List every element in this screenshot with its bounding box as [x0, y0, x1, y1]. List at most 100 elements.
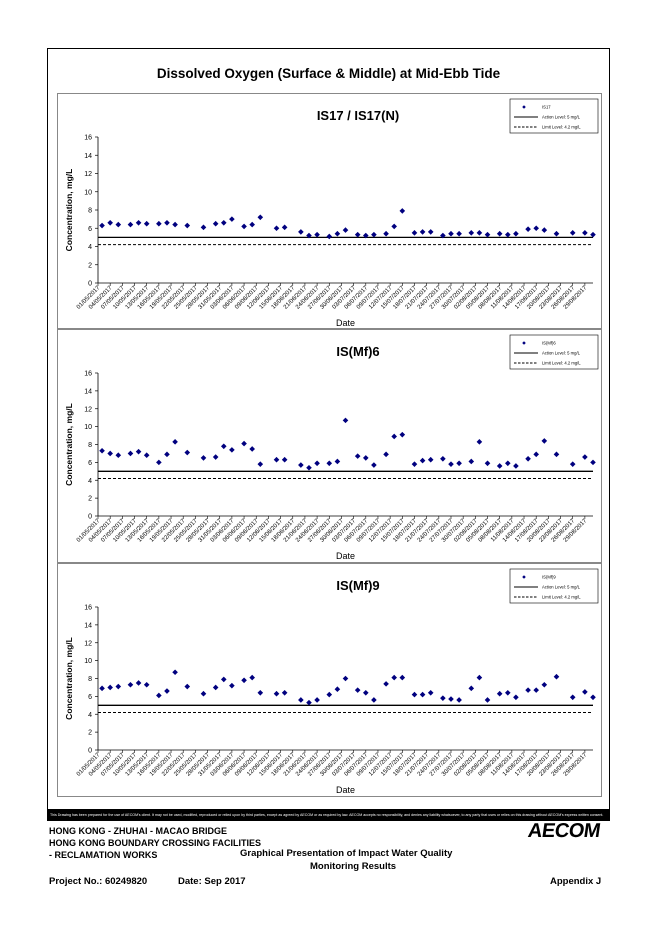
- data-point: [342, 227, 349, 233]
- data-point: [533, 451, 539, 458]
- data-point: [143, 681, 150, 688]
- data-point: [411, 461, 418, 467]
- y-tick-label: 10: [84, 424, 92, 431]
- data-point: [273, 456, 280, 463]
- footer-project-line2: HONG KONG BOUNDARY CROSSING FACILITIES: [49, 838, 262, 848]
- data-point: [273, 690, 280, 697]
- data-point: [569, 694, 576, 701]
- data-point: [484, 231, 491, 238]
- data-point: [241, 440, 247, 447]
- data-point: [383, 451, 389, 458]
- chart-title: IS17 / IS17(N): [317, 108, 399, 123]
- data-point: [513, 694, 519, 701]
- data-point: [249, 446, 255, 452]
- data-point: [107, 450, 113, 457]
- data-point: [496, 690, 503, 697]
- data-point: [427, 456, 434, 463]
- data-point: [419, 229, 426, 235]
- data-point: [334, 686, 341, 693]
- data-point: [107, 219, 113, 226]
- data-point: [220, 443, 227, 450]
- data-point: [590, 231, 596, 238]
- legend-label: Limit Level: 4.2 mg/L: [542, 125, 581, 130]
- y-tick-label: 16: [84, 605, 92, 612]
- data-point: [399, 431, 406, 438]
- data-point: [391, 674, 397, 681]
- y-tick-label: 14: [84, 388, 92, 395]
- data-point: [391, 223, 397, 230]
- legend-label: Limit Level: 4.2 mg/L: [542, 595, 581, 600]
- data-point: [590, 694, 596, 701]
- legend-label: Limit Level: 4.2 mg/L: [542, 361, 581, 366]
- x-axis-label: Date: [336, 551, 355, 561]
- chart-panel-ismf6: IS(Mf)6 0 2 4 6 8 10 12 14 16 Concentration, mg/L 0…: [57, 329, 602, 563]
- data-point: [468, 230, 475, 236]
- data-point: [513, 463, 519, 469]
- y-tick-label: 2: [88, 262, 92, 269]
- data-point: [525, 687, 531, 693]
- legend-label: Action Level: 5 mg/L: [542, 585, 581, 590]
- data-point: [156, 692, 162, 699]
- data-point: [582, 689, 588, 695]
- data-point: [115, 452, 122, 459]
- data-point: [164, 451, 170, 458]
- chart-title: IS(Mf)9: [336, 578, 379, 593]
- legend-box: [509, 568, 599, 604]
- data-point: [399, 674, 406, 681]
- footer-drawing-title-line1: Graphical Presentation of Impact Water Q…: [240, 848, 453, 859]
- data-point: [314, 460, 320, 467]
- data-point: [411, 230, 418, 236]
- data-point: [541, 681, 548, 688]
- data-point: [440, 456, 446, 462]
- y-axis-label: Concentration, mg/L: [64, 637, 74, 720]
- legend-marker: [522, 105, 526, 109]
- disclaimer-bar: This Drawing has been prepared for the u…: [47, 809, 610, 821]
- y-tick-label: 10: [84, 658, 92, 665]
- data-point: [569, 230, 576, 236]
- data-point: [334, 458, 341, 465]
- data-point: [533, 225, 539, 232]
- y-axis-label: Concentration, mg/L: [64, 403, 74, 486]
- footer-drawing-title-line2: Monitoring Results: [310, 861, 397, 872]
- data-point: [281, 456, 288, 463]
- data-point: [99, 447, 105, 454]
- data-point: [448, 461, 454, 467]
- data-point: [127, 450, 134, 457]
- data-point: [427, 229, 434, 235]
- y-tick-label: 12: [84, 640, 92, 647]
- y-tick-label: 4: [88, 712, 92, 719]
- data-point: [504, 460, 511, 467]
- data-point: [220, 676, 227, 683]
- y-tick-label: 4: [88, 244, 92, 251]
- data-point: [135, 680, 142, 686]
- data-point: [383, 681, 389, 687]
- data-point: [184, 222, 191, 229]
- footer-project-number: Project No.: 60249820: [49, 876, 148, 887]
- data-point: [476, 230, 483, 236]
- data-point: [342, 417, 349, 424]
- data-point: [273, 225, 280, 232]
- y-tick-label: 12: [84, 171, 92, 178]
- data-point: [484, 460, 491, 467]
- data-point: [411, 691, 418, 698]
- data-point: [427, 690, 434, 696]
- footer-project-line3: - RECLAMATION WORKS: [49, 850, 158, 860]
- data-point: [281, 690, 288, 696]
- data-point: [476, 674, 483, 681]
- y-tick-label: 16: [84, 371, 92, 378]
- data-point: [184, 683, 191, 690]
- data-point: [456, 460, 462, 467]
- data-point: [220, 219, 227, 226]
- data-point: [229, 682, 235, 689]
- data-point: [468, 685, 475, 692]
- y-tick-label: 8: [88, 676, 92, 683]
- y-tick-label: 4: [88, 478, 92, 485]
- data-point: [135, 448, 142, 455]
- data-point: [257, 461, 264, 467]
- data-point: [257, 214, 264, 221]
- data-point: [371, 697, 377, 703]
- data-point: [496, 463, 503, 469]
- y-tick-label: 6: [88, 694, 92, 701]
- data-point: [590, 459, 596, 466]
- data-point: [553, 451, 560, 458]
